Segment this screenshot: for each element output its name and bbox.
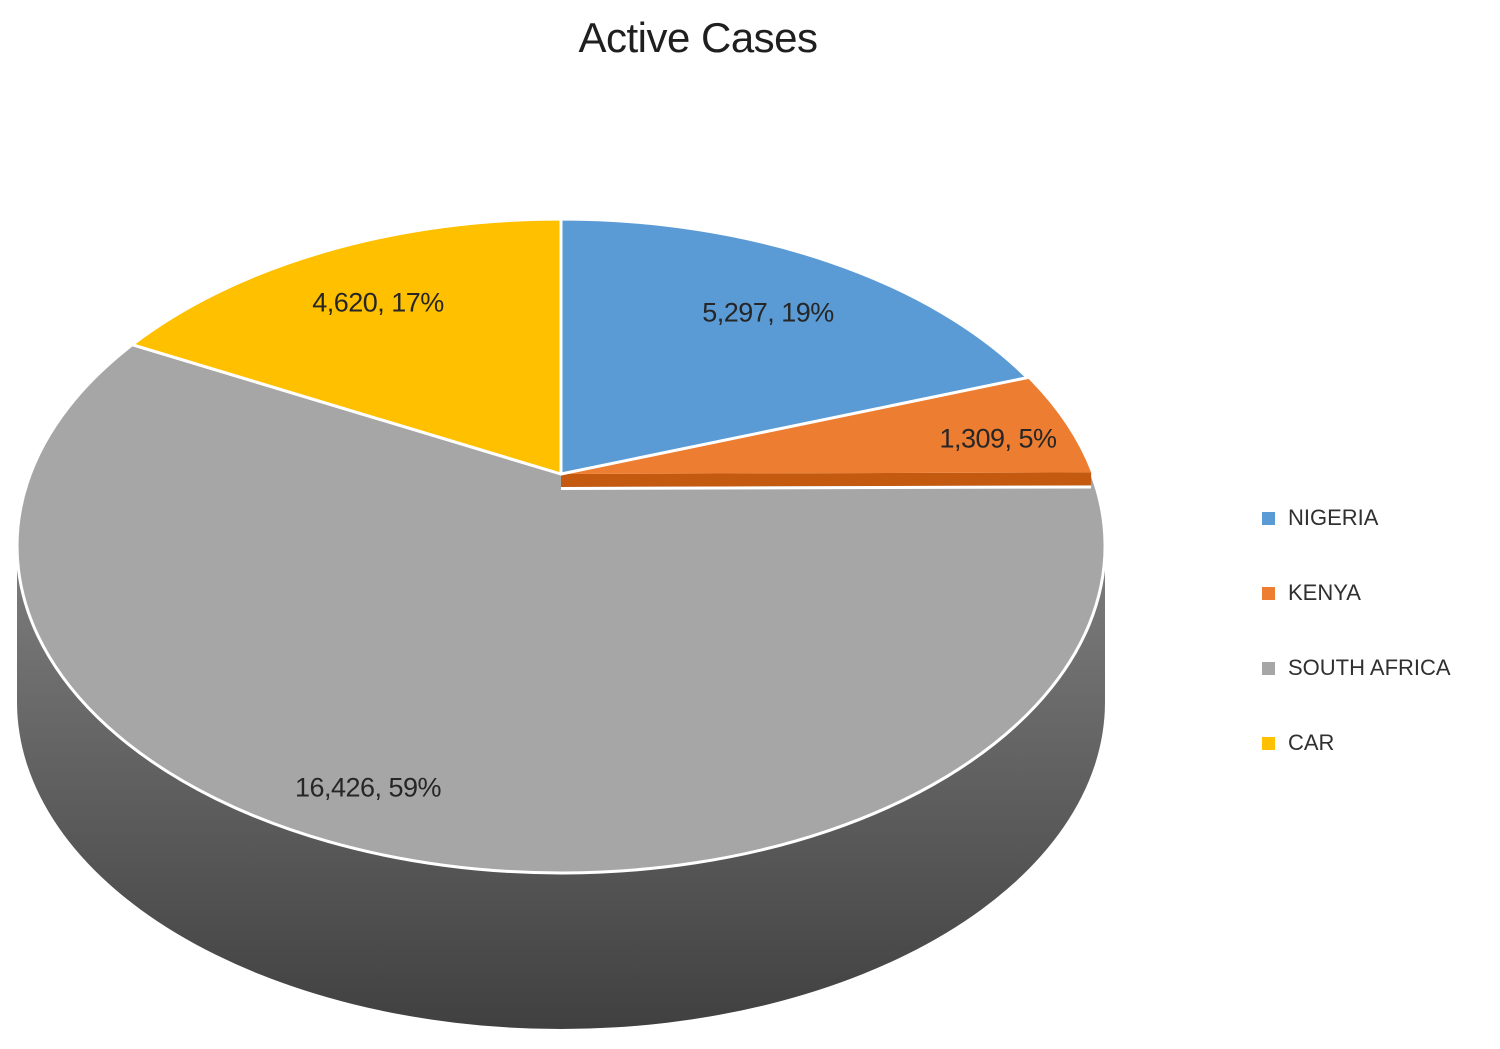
legend: NIGERIA KENYA SOUTH AFRICA CAR: [1262, 505, 1451, 756]
legend-item-kenya: KENYA: [1262, 580, 1451, 606]
pie-kenya-side-face: [561, 472, 1092, 487]
pie-slice-divider: [560, 485, 1092, 490]
legend-item-car: CAR: [1262, 730, 1451, 756]
legend-label-car: CAR: [1288, 730, 1335, 755]
pie-slice-kenya: [561, 377, 1092, 474]
pie-slice-car: [130, 217, 563, 476]
legend-label-south-africa: SOUTH AFRICA: [1288, 655, 1451, 680]
legend-item-south-africa: SOUTH AFRICA: [1262, 655, 1451, 681]
legend-swatch-nigeria: [1262, 511, 1275, 525]
slice-label-south-africa: 16,426, 59%: [294, 772, 442, 803]
legend-swatch-kenya: [1262, 586, 1275, 600]
legend-item-nigeria: NIGERIA: [1262, 505, 1451, 531]
pie-slice-nigeria: [559, 217, 1029, 476]
slice-label-nigeria: 5,297, 19%: [702, 297, 834, 328]
legend-label-kenya: KENYA: [1288, 580, 1361, 605]
legend-swatch-car: [1262, 736, 1275, 750]
legend-label-nigeria: NIGERIA: [1288, 505, 1379, 530]
chart-title: Active Cases: [578, 14, 818, 61]
legend-swatch-south-africa: [1262, 661, 1275, 675]
pie-rim: [17, 546, 1105, 1029]
slice-label-kenya: 1,309, 5%: [939, 423, 1057, 454]
slice-label-car: 4,620, 17%: [312, 287, 444, 318]
